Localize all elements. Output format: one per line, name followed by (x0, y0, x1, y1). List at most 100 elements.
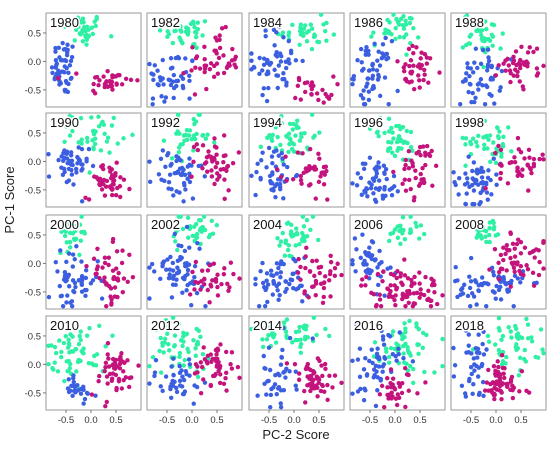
point-magenta (103, 360, 109, 365)
point-magenta (214, 152, 219, 157)
point-blue (366, 52, 371, 57)
point-magenta (496, 364, 501, 370)
point-blue (371, 375, 376, 380)
point-green (417, 236, 422, 241)
point-magenta (104, 399, 110, 405)
point-green (200, 33, 205, 38)
point-magenta (207, 300, 212, 305)
point-magenta (306, 366, 311, 371)
point-green (297, 28, 303, 34)
point-blue (69, 158, 75, 164)
point-magenta (359, 283, 364, 288)
point-green (396, 343, 401, 348)
point-blue (493, 296, 498, 301)
point-green (72, 38, 77, 43)
point-blue (376, 282, 381, 288)
point-magenta (91, 256, 97, 261)
point-magenta (400, 291, 406, 296)
point-magenta (231, 271, 236, 277)
point-blue (184, 288, 189, 293)
point-green (84, 42, 89, 47)
point-blue (375, 375, 380, 380)
point-blue (268, 268, 274, 273)
point-blue (275, 371, 281, 376)
point-green (280, 30, 286, 35)
point-magenta (432, 282, 437, 288)
point-blue (391, 173, 397, 179)
point-magenta (435, 301, 440, 307)
point-green (181, 334, 186, 339)
point-blue (274, 261, 280, 266)
point-magenta (213, 165, 218, 170)
point-blue (147, 61, 152, 67)
point-blue (166, 186, 171, 191)
point-green (130, 132, 135, 138)
y-tick-label: -0.5 (25, 185, 41, 196)
x-tick-label: -0.5 (463, 415, 479, 426)
point-green (264, 337, 270, 342)
point-blue (190, 196, 196, 201)
point-green (194, 131, 199, 137)
point-blue (274, 54, 280, 59)
point-green (193, 346, 198, 351)
point-magenta (335, 82, 340, 87)
point-magenta (501, 245, 506, 250)
point-magenta (511, 73, 516, 78)
point-magenta (328, 253, 333, 258)
point-magenta (303, 265, 308, 271)
point-magenta (418, 56, 423, 61)
point-magenta (86, 197, 92, 202)
x-tick-label: -0.5 (362, 415, 378, 426)
point-blue (66, 251, 72, 256)
point-magenta (306, 295, 311, 300)
point-green (485, 333, 491, 339)
point-magenta (214, 145, 219, 150)
point-blue (355, 171, 361, 176)
point-magenta (125, 279, 130, 285)
point-magenta (495, 359, 500, 364)
point-blue (263, 34, 268, 39)
point-blue (366, 97, 372, 103)
point-green (293, 133, 298, 138)
point-green (94, 14, 99, 20)
point-magenta (508, 230, 513, 235)
point-magenta (125, 358, 130, 363)
point-green (59, 349, 64, 355)
point-blue (310, 336, 315, 341)
point-blue (61, 155, 67, 160)
point-magenta (191, 144, 197, 150)
point-blue (467, 81, 473, 87)
point-blue (361, 367, 367, 372)
point-blue (271, 385, 276, 390)
point-green (331, 32, 337, 37)
point-magenta (501, 257, 506, 263)
point-magenta (537, 156, 542, 162)
point-blue (182, 248, 188, 254)
point-blue (284, 65, 289, 71)
point-blue (93, 393, 98, 398)
point-magenta (411, 86, 417, 92)
point-green (506, 125, 511, 130)
point-green (77, 252, 82, 258)
point-magenta (200, 364, 205, 370)
point-magenta (417, 281, 422, 286)
point-blue (256, 303, 262, 309)
point-magenta (380, 278, 385, 284)
point-magenta (226, 288, 231, 293)
point-blue (283, 375, 288, 380)
point-magenta (395, 392, 400, 397)
point-magenta (189, 68, 194, 73)
point-magenta (221, 133, 227, 138)
point-blue (274, 30, 279, 35)
point-green (533, 354, 538, 360)
point-blue (260, 150, 265, 155)
point-blue (56, 45, 61, 51)
point-blue (55, 269, 60, 274)
point-magenta (327, 271, 333, 277)
point-blue (279, 355, 284, 360)
point-magenta (421, 292, 427, 298)
point-green (185, 215, 191, 220)
point-blue (278, 59, 284, 64)
point-green (283, 240, 288, 246)
panel-2006: 2006 (349, 214, 446, 310)
